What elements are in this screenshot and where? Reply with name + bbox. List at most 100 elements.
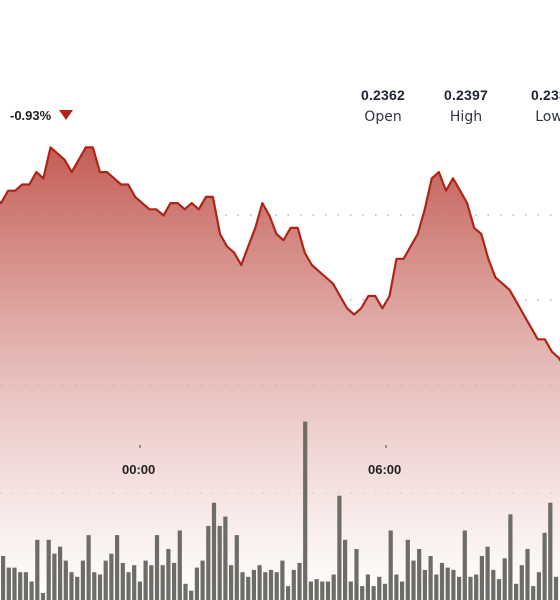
- volume-bar: [194, 567, 199, 600]
- volume-bar: [251, 569, 256, 600]
- volume-bar: [109, 553, 114, 600]
- volume-bar: [462, 530, 467, 600]
- volume-bar: [348, 581, 353, 600]
- volume-bar: [35, 539, 40, 600]
- volume-bar: [6, 567, 11, 600]
- time-label-0000: 00:00: [122, 462, 156, 477]
- volume-bar: [314, 579, 319, 600]
- volume-bar: [183, 583, 188, 600]
- volume-bar: [457, 576, 462, 600]
- volume-bar: [320, 581, 325, 600]
- volume-bar: [46, 539, 51, 600]
- stat-high: 0.2397 High: [431, 87, 501, 125]
- volume-bar: [52, 553, 57, 600]
- volume-bar: [217, 525, 222, 600]
- volume-bar: [274, 572, 279, 600]
- volume-bar: [92, 572, 97, 600]
- volume-bar: [80, 560, 85, 600]
- volume-bar: [291, 569, 296, 600]
- volume-bar: [468, 576, 473, 600]
- volume-bar: [417, 549, 422, 600]
- volume-bar: [371, 586, 376, 600]
- volume-bar: [132, 565, 137, 600]
- volume-bar: [394, 574, 399, 600]
- volume-bar: [103, 560, 108, 600]
- volume-bar: [126, 572, 131, 600]
- volume-bars: [1, 421, 559, 600]
- volume-bar: [143, 560, 148, 600]
- volume-bar: [58, 546, 63, 600]
- volume-bar: [268, 569, 274, 600]
- volume-bar: [508, 514, 513, 600]
- volume-bar: [120, 562, 125, 600]
- volume-bar: [172, 562, 177, 600]
- volume-bar: [422, 569, 427, 600]
- volume-bar: [485, 546, 490, 600]
- x-axis-ticks: [139, 445, 387, 448]
- volume-bar: [177, 530, 182, 600]
- volume-bar: [166, 549, 171, 600]
- volume-bar: [211, 502, 217, 600]
- stat-low: 0.233 Low: [514, 87, 560, 125]
- volume-bar: [63, 560, 68, 600]
- volume-bar: [229, 565, 234, 600]
- volume-bar: [337, 495, 342, 600]
- down-arrow-icon: [59, 110, 74, 120]
- volume-bar: [525, 549, 530, 600]
- volume-bar: [531, 586, 536, 600]
- volume-bar: [160, 565, 165, 600]
- volume-bar: [474, 574, 479, 600]
- volume-bar: [360, 586, 365, 600]
- volume-bar: [548, 502, 553, 600]
- volume-bar: [308, 581, 313, 600]
- volume-bar: [536, 572, 541, 600]
- volume-bar: [234, 535, 239, 600]
- volume-bar: [303, 421, 308, 600]
- volume-bar: [377, 576, 382, 600]
- volume-bar: [137, 581, 142, 600]
- volume-bar: [434, 574, 439, 600]
- volume-bar: [69, 572, 74, 600]
- volume-bar: [280, 560, 285, 600]
- volume-bar: [206, 525, 211, 600]
- volume-bar: [354, 549, 359, 600]
- volume-bar: [18, 572, 23, 600]
- volume-bar: [388, 530, 393, 600]
- volume-bar: [86, 535, 91, 600]
- volume-bar: [40, 593, 46, 600]
- volume-bar: [325, 581, 331, 600]
- volume-bar: [257, 565, 262, 600]
- volume-bar: [445, 567, 450, 600]
- volume-bar: [400, 581, 405, 600]
- volume-bar: [542, 532, 547, 600]
- volume-bar: [223, 516, 228, 600]
- volume-bar: [246, 576, 251, 600]
- time-label-0600: 06:00: [368, 462, 402, 477]
- volume-bar: [343, 539, 348, 600]
- volume-bar: [97, 574, 103, 600]
- volume-bar: [189, 590, 194, 600]
- volume-bar: [331, 574, 336, 600]
- volume-bar: [1, 556, 6, 600]
- low-value: 0.233: [530, 87, 560, 103]
- volume-bar: [428, 556, 433, 600]
- volume-bar: [405, 539, 410, 600]
- price-line: [0, 146, 560, 363]
- open-value: 0.2362: [360, 87, 406, 103]
- price-change: -0.93%: [10, 108, 74, 123]
- volume-bar: [514, 583, 519, 600]
- volume-bar: [479, 556, 484, 600]
- volume-bar: [115, 535, 120, 600]
- volume-bar: [491, 569, 496, 600]
- volume-bar: [411, 560, 416, 600]
- volume-bar: [149, 565, 154, 600]
- low-label: Low: [535, 109, 560, 125]
- volume-bar: [12, 567, 17, 600]
- volume-bar: [297, 562, 302, 600]
- volume-bar: [553, 576, 559, 600]
- price-area: [0, 147, 560, 600]
- volume-bar: [75, 576, 80, 600]
- high-value: 0.2397: [443, 87, 489, 103]
- volume-bar: [439, 562, 445, 600]
